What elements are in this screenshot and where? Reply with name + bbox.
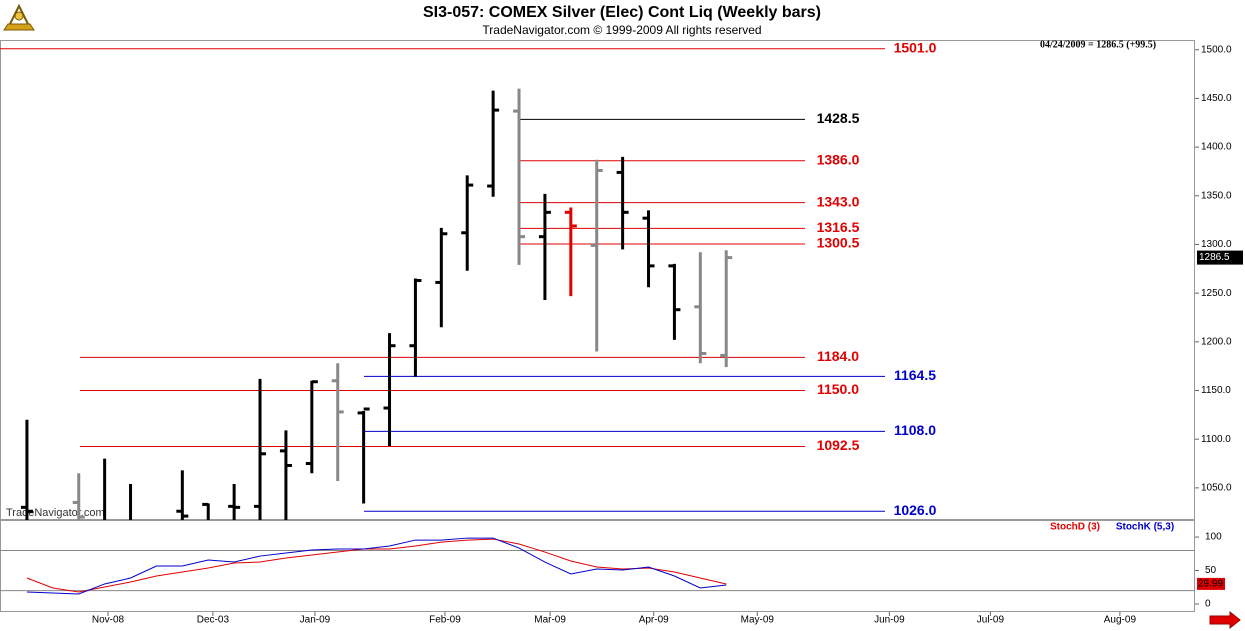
y-tick-label: 100 [1205, 532, 1222, 543]
level-label: 1184.0 [817, 348, 859, 364]
last-value-box [1197, 250, 1243, 265]
x-tick-label: Jun-09 [874, 615, 905, 626]
level-label: 1343.0 [817, 193, 860, 209]
y-tick-label: 1300.0 [1201, 239, 1232, 250]
level-label: 1428.5 [817, 110, 860, 126]
scroll-arrow[interactable] [1209, 610, 1241, 630]
y-tick-label: 1450.0 [1201, 93, 1232, 104]
x-tick-label: Apr-09 [639, 615, 669, 626]
x-tick-label: Feb-09 [429, 615, 461, 626]
x-tick-label: Dec-03 [197, 615, 230, 626]
level-label: 1386.0 [817, 151, 860, 167]
last-value-box [1197, 577, 1225, 590]
y-tick-label: 1350.0 [1201, 190, 1232, 201]
stoch-pane [0, 520, 1195, 612]
legend-label: StochD (3) [1050, 522, 1100, 533]
level-label: 1150.0 [817, 381, 859, 397]
y-tick-label: 50 [1205, 565, 1217, 576]
x-tick-label: Jul-09 [977, 615, 1005, 626]
watermark: TradeNavigator.com [6, 507, 105, 519]
level-label: 1316.5 [817, 219, 860, 235]
chart-subtitle: TradeNavigator.com © 1999-2009 All right… [482, 23, 761, 37]
chart-title: SI3-057: COMEX Silver (Elec) Cont Liq (W… [423, 4, 821, 21]
annotation: 04/24/2009 = 1286.5 (+99.5) [1040, 39, 1156, 50]
y-tick-label: 1500.0 [1201, 44, 1232, 55]
y-tick-label: 1150.0 [1201, 385, 1231, 396]
x-tick-label: Aug-09 [1104, 615, 1137, 626]
level-label: 1108.0 [894, 422, 936, 438]
axes: 1050.0 1100.0 1150.0 1200.0 1250.0 1300.0 1350… [92, 39, 1243, 626]
y-tick-label: 1250.0 [1201, 288, 1232, 299]
price-plot [0, 48, 885, 520]
x-tick-label: Nov-08 [92, 615, 125, 626]
last-value-label: 29.99 [1198, 579, 1223, 590]
level-label: 1092.5 [817, 437, 860, 453]
y-tick-label: 1200.0 [1201, 336, 1232, 347]
level-label: 1300.5 [817, 235, 860, 251]
y-tick-label: 0 [1205, 599, 1211, 610]
y-tick-label: 1400.0 [1201, 142, 1232, 153]
x-tick-label: Mar-09 [534, 615, 566, 626]
legend-label: StochK (5,3) [1116, 522, 1174, 533]
stoch-line [26, 538, 727, 593]
x-tick-label: Jan-09 [300, 615, 331, 626]
stoch-plot [0, 537, 1195, 595]
last-value-label: 1286.5 [1199, 252, 1230, 263]
stoch-line [26, 537, 727, 595]
y-tick-label: 1050.0 [1201, 483, 1232, 494]
x-tick-label: May-09 [741, 615, 775, 626]
level-label: 1026.0 [894, 502, 937, 518]
price-pane [0, 40, 1195, 520]
y-tick-label: 1100.0 [1201, 434, 1231, 445]
level-label: 1501.0 [894, 39, 937, 55]
level-label: 1164.5 [894, 367, 936, 383]
logo-icon [3, 3, 35, 31]
